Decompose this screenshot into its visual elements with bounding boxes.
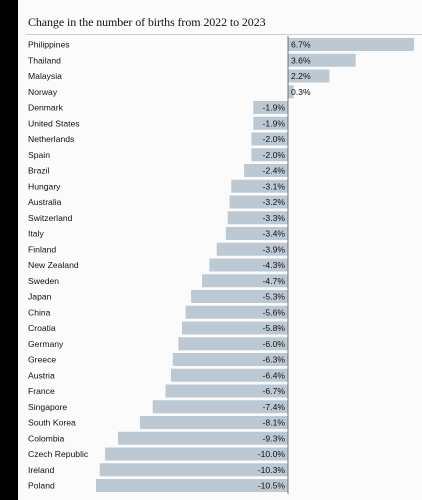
- value-label: -10.5%: [258, 481, 286, 491]
- category-label: New Zealand: [28, 260, 79, 270]
- chart-title: Change in the number of births from 2022…: [28, 15, 266, 29]
- bar: [105, 447, 288, 461]
- category-label: United States: [28, 118, 80, 128]
- value-label: -10.3%: [258, 465, 286, 475]
- value-label: -3.1%: [263, 181, 286, 191]
- bar: [152, 400, 288, 414]
- category-label: Czech Republic: [28, 449, 89, 459]
- bar: [288, 38, 414, 51]
- bar: [251, 132, 288, 146]
- category-label: Denmark: [28, 103, 64, 113]
- bar: [253, 116, 288, 130]
- bar: [117, 431, 288, 445]
- category-label: Singapore: [28, 402, 67, 412]
- value-label: -3.3%: [263, 213, 286, 223]
- bar: [251, 148, 288, 162]
- value-label: -4.3%: [263, 260, 286, 270]
- bar: [185, 305, 288, 319]
- value-label: -8.1%: [263, 418, 286, 428]
- bar: [253, 101, 288, 114]
- bar: [244, 164, 288, 177]
- value-label: -9.3%: [263, 433, 286, 443]
- value-label: 6.7%: [291, 40, 311, 50]
- category-label: South Korea: [28, 418, 76, 428]
- value-label: -2.4%: [263, 166, 286, 176]
- category-label: Poland: [28, 481, 55, 491]
- category-label: Spain: [28, 150, 50, 160]
- category-label: Switzerland: [28, 213, 73, 223]
- value-label: -3.4%: [263, 229, 286, 239]
- bar: [229, 195, 288, 209]
- category-label: Austria: [28, 370, 55, 380]
- value-label: -5.3%: [263, 292, 286, 302]
- category-label: Croatia: [28, 323, 56, 333]
- value-label: 2.2%: [291, 71, 311, 81]
- category-label: Colombia: [28, 433, 65, 443]
- category-label: Thailand: [28, 55, 61, 65]
- category-label: France: [28, 386, 55, 396]
- bar-chart: Philippines 6.7% Thailand 3.6% Malaysia 2.2% N…: [28, 36, 414, 494]
- value-label: -1.9%: [263, 118, 286, 128]
- category-label: Brazil: [28, 166, 50, 176]
- category-label: China: [28, 307, 51, 317]
- value-label: -2.0%: [263, 134, 286, 144]
- value-label: -7.4%: [263, 402, 286, 412]
- bar: [202, 274, 288, 288]
- category-label: Hungary: [28, 181, 61, 191]
- bar: [225, 227, 288, 240]
- category-label: Ireland: [28, 465, 54, 475]
- value-label: -5.6%: [263, 307, 286, 317]
- value-label: -5.8%: [263, 323, 286, 333]
- bar: [172, 353, 288, 366]
- category-label: Germany: [28, 339, 64, 349]
- category-label: Norway: [28, 87, 58, 97]
- category-label: Australia: [28, 197, 62, 207]
- value-label: -4.7%: [263, 276, 286, 286]
- chart-panel: Change in the number of births from 2022…: [18, 0, 422, 500]
- value-label: -6.4%: [263, 370, 286, 380]
- category-label: Japan: [28, 292, 52, 302]
- bar: [288, 85, 294, 99]
- bar: [99, 463, 288, 477]
- value-label: -6.3%: [263, 355, 286, 365]
- value-label: 0.3%: [291, 87, 311, 97]
- category-label: Italy: [28, 229, 44, 239]
- bar: [96, 479, 288, 492]
- bar: [288, 53, 356, 67]
- category-label: Sweden: [28, 276, 59, 286]
- category-label: Netherlands: [28, 134, 74, 144]
- title-divider: [26, 34, 422, 35]
- bar: [209, 258, 288, 272]
- bar: [139, 416, 288, 429]
- bar: [170, 368, 288, 382]
- value-label: -3.9%: [263, 244, 286, 254]
- value-label: 3.6%: [291, 55, 311, 65]
- value-label: -2.0%: [263, 150, 286, 160]
- value-label: -6.0%: [263, 339, 286, 349]
- bar: [181, 321, 288, 335]
- value-label: -3.2%: [263, 197, 286, 207]
- category-label: Finland: [28, 244, 56, 254]
- bar: [227, 211, 288, 225]
- value-label: -6.7%: [263, 386, 286, 396]
- bar: [231, 179, 288, 193]
- category-label: Philippines: [28, 40, 70, 50]
- bar: [288, 69, 330, 83]
- bar: [216, 242, 288, 256]
- value-label: -10.0%: [258, 449, 286, 459]
- category-label: Greece: [28, 355, 56, 365]
- bar: [191, 290, 288, 303]
- bar: [165, 384, 288, 398]
- category-label: Malaysia: [28, 71, 62, 81]
- bar: [178, 337, 288, 351]
- value-label: -1.9%: [263, 103, 286, 113]
